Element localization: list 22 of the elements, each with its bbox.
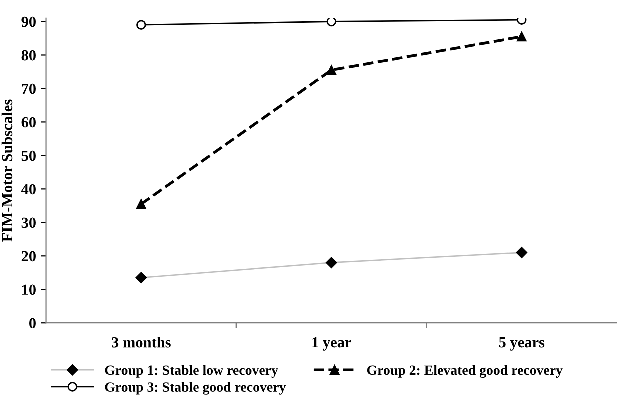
legend-label: Group 2: Elevated good recovery bbox=[367, 365, 563, 378]
y-axis-title: FIM-Motor Subscales bbox=[2, 100, 13, 242]
y-tick-label: 60 bbox=[22, 117, 36, 128]
y-tick-label: 10 bbox=[22, 284, 36, 296]
point bbox=[136, 20, 146, 30]
y-tick-label: 20 bbox=[22, 251, 36, 262]
point bbox=[517, 32, 527, 42]
x-tick-label: 3 months bbox=[112, 337, 171, 348]
x-tick-label: 1 year bbox=[312, 337, 352, 351]
point bbox=[136, 199, 146, 210]
y-tick-label: 70 bbox=[22, 84, 36, 94]
legend-label: Group 1: Stable low recovery bbox=[105, 365, 278, 378]
y-tick-label: 90 bbox=[22, 16, 36, 28]
legend-label: Group 3: Stable good recovery bbox=[105, 382, 286, 395]
y-tick-label: 80 bbox=[22, 50, 36, 61]
y-tick-label: 40 bbox=[21, 184, 36, 195]
y-tick-label: 50 bbox=[22, 150, 36, 162]
point bbox=[326, 18, 336, 27]
y-tick-label: 30 bbox=[22, 218, 36, 228]
point bbox=[326, 65, 336, 76]
y-tick-label: 0 bbox=[29, 318, 36, 329]
x-tick-label: 5 years bbox=[499, 338, 545, 351]
